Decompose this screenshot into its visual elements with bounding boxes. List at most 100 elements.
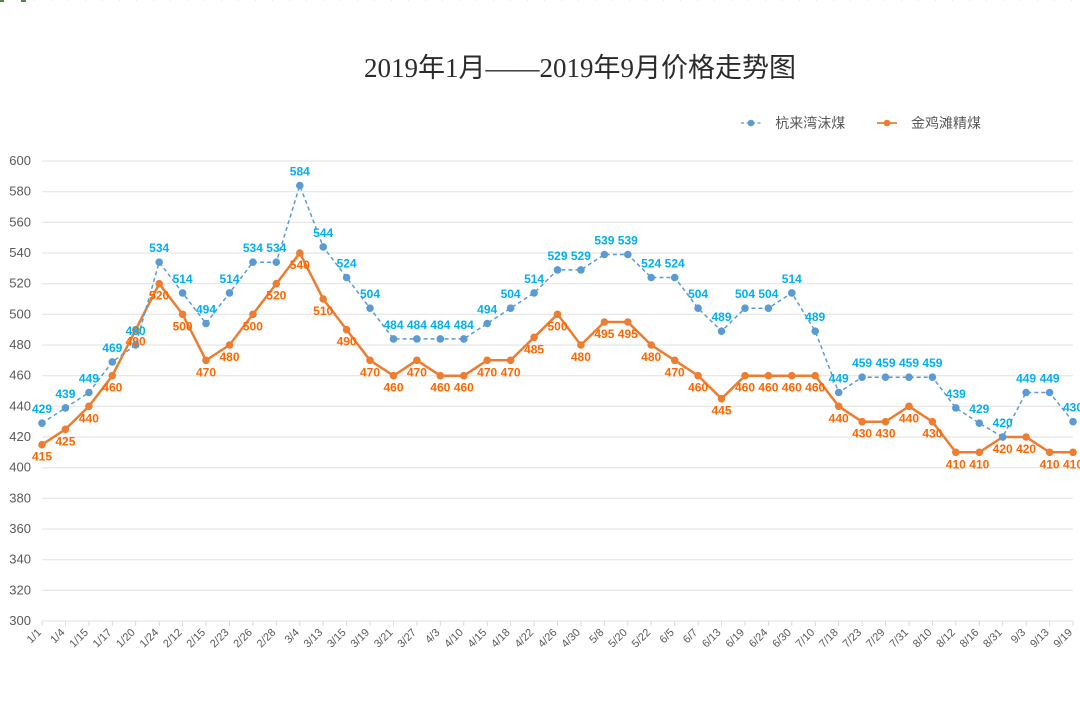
svg-text:460: 460	[383, 381, 403, 395]
svg-text:320: 320	[9, 582, 31, 597]
svg-text:1/15: 1/15	[67, 627, 91, 651]
svg-text:470: 470	[665, 365, 685, 379]
svg-text:400: 400	[9, 460, 31, 475]
svg-text:520: 520	[149, 289, 169, 303]
svg-text:489: 489	[805, 310, 825, 324]
svg-text:300: 300	[9, 613, 31, 628]
svg-text:439: 439	[946, 387, 966, 401]
svg-text:3/21: 3/21	[372, 627, 396, 651]
svg-text:430: 430	[1063, 401, 1080, 415]
svg-text:7/10: 7/10	[794, 627, 818, 651]
svg-text:485: 485	[524, 342, 544, 356]
svg-text:460: 460	[758, 381, 778, 395]
svg-text:539: 539	[618, 234, 638, 248]
svg-text:520: 520	[9, 276, 31, 291]
svg-text:480: 480	[219, 350, 239, 364]
svg-text:410: 410	[969, 457, 989, 471]
svg-text:2/23: 2/23	[208, 627, 232, 651]
svg-text:460: 460	[454, 381, 474, 395]
svg-text:7/29: 7/29	[864, 627, 888, 651]
svg-text:6/24: 6/24	[747, 627, 771, 651]
svg-text:6/30: 6/30	[770, 627, 794, 651]
svg-text:8/31: 8/31	[981, 627, 1005, 651]
svg-text:7/18: 7/18	[817, 627, 841, 651]
svg-text:8/16: 8/16	[958, 627, 982, 651]
svg-text:480: 480	[9, 337, 31, 352]
svg-text:445: 445	[711, 404, 731, 418]
svg-text:4/10: 4/10	[442, 627, 466, 651]
svg-text:484: 484	[383, 318, 403, 332]
svg-text:460: 460	[688, 381, 708, 395]
svg-text:3/19: 3/19	[348, 627, 372, 651]
svg-text:494: 494	[477, 303, 497, 317]
svg-text:459: 459	[852, 356, 872, 370]
svg-text:8/12: 8/12	[934, 627, 958, 651]
svg-text:1/20: 1/20	[114, 627, 138, 651]
svg-text:520: 520	[266, 289, 286, 303]
svg-text:490: 490	[337, 335, 357, 349]
svg-text:529: 529	[571, 249, 591, 263]
svg-text:600: 600	[9, 153, 31, 168]
svg-text:4/30: 4/30	[559, 627, 583, 651]
svg-text:460: 460	[102, 381, 122, 395]
svg-text:484: 484	[430, 318, 450, 332]
svg-text:5/20: 5/20	[606, 627, 630, 651]
svg-text:3/27: 3/27	[395, 627, 419, 651]
svg-text:340: 340	[9, 552, 31, 567]
svg-text:480: 480	[571, 350, 591, 364]
svg-text:425: 425	[55, 434, 75, 448]
svg-text:5/22: 5/22	[630, 627, 654, 651]
svg-text:430: 430	[852, 427, 872, 441]
svg-text:560: 560	[9, 214, 31, 229]
svg-text:540: 540	[9, 245, 31, 260]
svg-text:2/12: 2/12	[161, 627, 185, 651]
svg-text:504: 504	[501, 287, 521, 301]
svg-text:449: 449	[829, 372, 849, 386]
svg-text:470: 470	[477, 365, 497, 379]
svg-text:524: 524	[665, 257, 685, 271]
svg-text:1/24: 1/24	[138, 627, 162, 651]
svg-text:4/3: 4/3	[423, 627, 442, 646]
svg-text:5/8: 5/8	[587, 627, 606, 646]
svg-text:500: 500	[243, 319, 263, 333]
svg-text:449: 449	[1016, 372, 1036, 386]
svg-text:3/13: 3/13	[302, 627, 326, 651]
svg-text:420: 420	[9, 429, 31, 444]
svg-text:4/15: 4/15	[466, 627, 490, 651]
svg-text:7/31: 7/31	[887, 627, 911, 651]
svg-text:539: 539	[594, 234, 614, 248]
svg-text:534: 534	[266, 241, 286, 255]
svg-text:2/15: 2/15	[184, 627, 208, 651]
svg-text:6/5: 6/5	[658, 627, 677, 646]
svg-text:3/4: 3/4	[283, 627, 302, 646]
svg-text:7/23: 7/23	[841, 627, 865, 651]
svg-text:3/15: 3/15	[325, 627, 349, 651]
svg-text:504: 504	[735, 287, 755, 301]
svg-text:449: 449	[79, 372, 99, 386]
svg-text:2/28: 2/28	[255, 627, 279, 651]
svg-text:1/17: 1/17	[91, 627, 115, 651]
svg-text:514: 514	[524, 272, 544, 286]
svg-text:410: 410	[1063, 457, 1080, 471]
svg-text:460: 460	[735, 381, 755, 395]
svg-text:480: 480	[126, 324, 146, 338]
svg-text:420: 420	[993, 416, 1013, 430]
svg-text:489: 489	[711, 310, 731, 324]
svg-text:534: 534	[149, 241, 169, 255]
svg-text:6/7: 6/7	[681, 627, 700, 646]
svg-text:495: 495	[618, 327, 638, 341]
svg-text:420: 420	[1016, 442, 1036, 456]
svg-text:500: 500	[9, 306, 31, 321]
svg-text:9/3: 9/3	[1009, 627, 1028, 646]
svg-text:470: 470	[407, 365, 427, 379]
svg-text:469: 469	[102, 341, 122, 355]
svg-text:430: 430	[922, 427, 942, 441]
svg-text:440: 440	[79, 411, 99, 425]
svg-text:514: 514	[219, 272, 239, 286]
svg-text:460: 460	[9, 368, 31, 383]
svg-text:484: 484	[407, 318, 427, 332]
svg-text:410: 410	[946, 457, 966, 471]
svg-text:584: 584	[290, 165, 310, 179]
svg-text:460: 460	[430, 381, 450, 395]
svg-text:510: 510	[313, 304, 333, 318]
